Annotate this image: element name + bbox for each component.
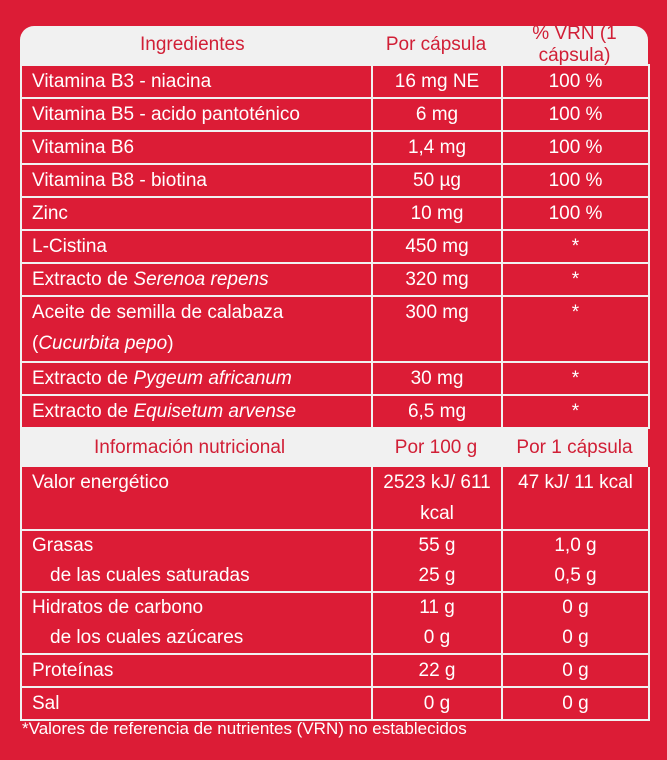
nutrition-header: Información nutricional Por 100 g Por 1 … xyxy=(20,429,648,467)
ingredient-name-latin: Cucurbita pepo xyxy=(38,333,168,354)
ingredient-vrn: * xyxy=(501,394,650,429)
ingredient-amount: 10 mg xyxy=(371,196,503,231)
ingredients-header-name: Ingredientes xyxy=(140,34,245,55)
nutrition-header-percap: Por 1 cápsula xyxy=(516,437,633,458)
nutrient-sublabel: de los cuales azúcares xyxy=(50,627,244,648)
nutrient-label: Valor energético xyxy=(20,467,373,531)
nutrient-sublabel: de las cuales saturadas xyxy=(50,565,250,586)
ingredient-vrn: 100 % xyxy=(501,64,650,99)
ingredient-name-latin: Serenoa repens xyxy=(133,269,269,290)
ingredients-table: Vitamina B3 - niacina 16 mg NE 100 % Vit… xyxy=(20,64,650,429)
supplement-facts-panel: Ingredientes Por cápsula % VRN (1 cápsul… xyxy=(20,23,650,721)
table-row: Hidratos de carbono de los cuales azúcar… xyxy=(20,592,650,655)
ingredient-amount: 1,4 mg xyxy=(371,130,503,165)
ingredient-vrn: 100 % xyxy=(501,163,650,198)
nutrient-percap-group: 0 g 0 g xyxy=(501,592,650,655)
ingredient-vrn: 100 % xyxy=(501,97,650,132)
ingredient-name: L-Cistina xyxy=(20,229,373,264)
table-row: Extracto de Serenoa repens 320 mg * xyxy=(20,262,650,297)
ingredient-vrn: 100 % xyxy=(501,130,650,165)
ingredient-name: Vitamina B6 xyxy=(20,130,373,165)
table-row: Extracto de Equisetum arvense 6,5 mg * xyxy=(20,394,650,429)
ingredients-header: Ingredientes Por cápsula % VRN (1 cápsul… xyxy=(20,23,648,66)
nutrient-per100-group: 55 g 25 g xyxy=(371,530,503,593)
nutrition-header-per100: Por 100 g xyxy=(394,437,478,458)
table-row: Sal 0 g 0 g xyxy=(20,687,650,721)
ingredient-vrn: * xyxy=(501,229,650,264)
ingredient-name-prefix: Aceite de semilla de calabaza ( xyxy=(32,302,284,354)
nutrient-percap: 0,5 g xyxy=(554,565,597,586)
nutrient-per100: 0 g xyxy=(371,687,503,721)
ingredient-amount: 30 mg xyxy=(371,361,503,396)
table-row: Extracto de Pygeum africanum 30 mg * xyxy=(20,361,650,396)
ingredient-name: Extracto de Serenoa repens xyxy=(20,262,373,297)
table-row: Vitamina B6 1,4 mg 100 % xyxy=(20,130,650,165)
ingredients-header-amount: Por cápsula xyxy=(385,34,487,55)
nutrient-label-group: Grasas de las cuales saturadas xyxy=(20,530,373,593)
nutrient-per100-group: 11 g 0 g xyxy=(371,592,503,655)
ingredient-amount: 16 mg NE xyxy=(371,64,503,99)
nutrient-percap: 47 kJ/ 11 kcal xyxy=(501,467,650,531)
ingredient-vrn: * xyxy=(501,295,650,363)
ingredient-name: Extracto de Pygeum africanum xyxy=(20,361,373,396)
ingredient-amount: 300 mg xyxy=(371,295,503,363)
nutrition-table: Valor energético 2523 kJ/ 611 kcal 47 kJ… xyxy=(20,467,650,721)
ingredient-name: Zinc xyxy=(20,196,373,231)
table-row: Vitamina B5 - acido pantoténico 6 mg 100… xyxy=(20,97,650,132)
nutrient-per100: 2523 kJ/ 611 kcal xyxy=(371,467,503,531)
ingredient-name: Aceite de semilla de calabaza (Cucurbita… xyxy=(20,295,373,363)
nutrient-per100: 25 g xyxy=(418,565,456,586)
nutrient-per100: 11 g xyxy=(419,597,455,618)
ingredient-name: Extracto de Equisetum arvense xyxy=(20,394,373,429)
ingredient-name-latin: Equisetum arvense xyxy=(133,401,297,422)
ingredients-header-vrn: % VRN (1 cápsula) xyxy=(532,23,617,66)
ingredient-name-prefix: Extracto de xyxy=(32,368,134,389)
table-row: Grasas de las cuales saturadas 55 g 25 g… xyxy=(20,530,650,593)
nutrient-per100: 55 g xyxy=(418,535,456,556)
ingredient-vrn: 100 % xyxy=(501,196,650,231)
ingredient-amount: 6 mg xyxy=(371,97,503,132)
nutrient-label: Grasas xyxy=(32,535,94,556)
ingredient-amount: 50 µg xyxy=(371,163,503,198)
ingredient-amount: 450 mg xyxy=(371,229,503,264)
ingredient-name-prefix: Extracto de xyxy=(32,401,134,422)
nutrient-percap: 0 g xyxy=(562,627,589,648)
table-row: Vitamina B8 - biotina 50 µg 100 % xyxy=(20,163,650,198)
ingredient-name: Vitamina B8 - biotina xyxy=(20,163,373,198)
table-row: Zinc 10 mg 100 % xyxy=(20,196,650,231)
nutrient-percap: 0 g xyxy=(562,597,589,618)
table-row: Aceite de semilla de calabaza (Cucurbita… xyxy=(20,295,650,363)
nutrient-label-group: Hidratos de carbono de los cuales azúcar… xyxy=(20,592,373,655)
ingredient-name: Vitamina B3 - niacina xyxy=(20,64,373,99)
nutrition-header-name: Información nutricional xyxy=(94,437,286,458)
table-row: Proteínas 22 g 0 g xyxy=(20,654,650,688)
nutrient-per100: 0 g xyxy=(423,627,451,648)
nutrient-percap: 0 g xyxy=(501,654,650,688)
ingredient-vrn: * xyxy=(501,361,650,396)
nutrient-per100: 22 g xyxy=(371,654,503,688)
ingredient-vrn: * xyxy=(501,262,650,297)
nutrient-label: Hidratos de carbono xyxy=(32,597,204,618)
ingredient-name-suffix: ) xyxy=(167,333,174,354)
ingredient-name-latin: Pygeum africanum xyxy=(133,368,292,389)
table-row: Valor energético 2523 kJ/ 611 kcal 47 kJ… xyxy=(20,467,650,531)
nutrient-label: Sal xyxy=(20,687,373,721)
ingredient-name: Vitamina B5 - acido pantoténico xyxy=(20,97,373,132)
table-row: Vitamina B3 - niacina 16 mg NE 100 % xyxy=(20,64,650,99)
nutrient-percap: 0 g xyxy=(501,687,650,721)
nutrient-percap-group: 1,0 g 0,5 g xyxy=(501,530,650,593)
nutrient-label: Proteínas xyxy=(20,654,373,688)
nutrient-percap: 1,0 g xyxy=(554,535,597,556)
ingredient-amount: 320 mg xyxy=(371,262,503,297)
ingredient-amount: 6,5 mg xyxy=(371,394,503,429)
table-row: L-Cistina 450 mg * xyxy=(20,229,650,264)
vrn-footnote: *Valores de referencia de nutrientes (VR… xyxy=(22,719,467,738)
ingredient-name-prefix: Extracto de xyxy=(32,269,134,290)
